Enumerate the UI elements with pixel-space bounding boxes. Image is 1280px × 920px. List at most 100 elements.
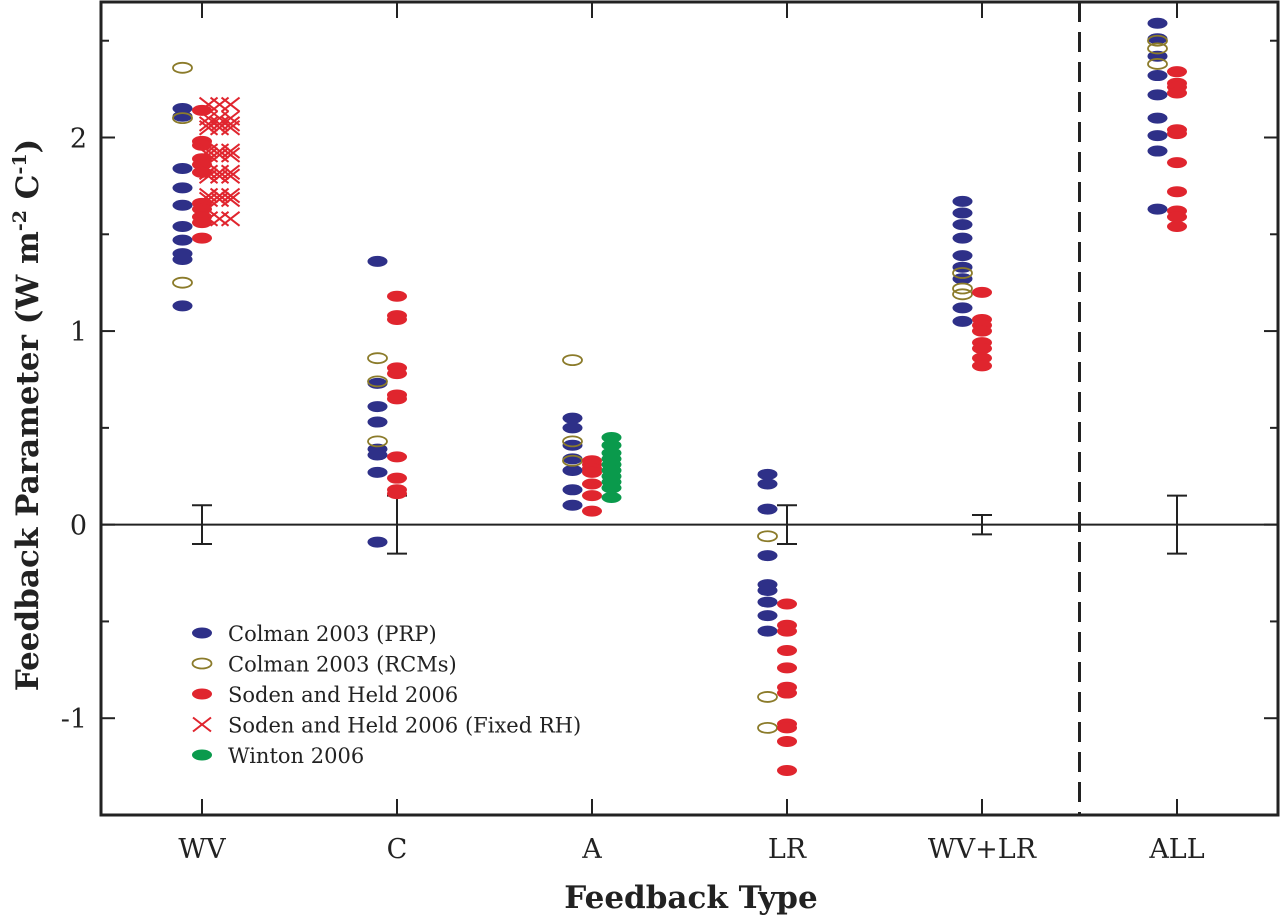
point-colman-2003-rcms xyxy=(757,691,778,703)
legend-soden-and-held-2006-fixed-rh-marker xyxy=(192,716,212,733)
cross-stroke xyxy=(220,168,241,185)
legend-winton-2006-label: Winton 2006 xyxy=(228,744,364,768)
point-colman-2003-prp xyxy=(172,221,193,233)
point-colman-2003-prp xyxy=(757,584,778,596)
point-soden-and-held-2006 xyxy=(387,451,407,463)
point-fixed-rh-band xyxy=(220,211,241,227)
point-colman-2003-prp xyxy=(952,207,973,219)
point-fixed-rh-band xyxy=(198,143,219,159)
point-colman-2003-prp xyxy=(562,464,583,476)
cross-stroke xyxy=(220,191,241,208)
plot-frame xyxy=(99,0,1280,817)
point-fixed-rh-band xyxy=(220,143,241,159)
point-soden-and-held-2006 xyxy=(972,360,992,372)
cross-stroke xyxy=(198,191,219,208)
point-colman-2003-prp xyxy=(172,300,193,312)
point-colman-2003-prp xyxy=(172,162,193,174)
cross-stroke xyxy=(198,164,219,181)
cross-stroke xyxy=(220,143,241,159)
point-fixed-rh-band xyxy=(198,116,219,132)
point-colman-2003-prp xyxy=(562,412,583,424)
point-colman-2003-rcms xyxy=(367,375,388,388)
point-fixed-rh-band xyxy=(198,187,219,204)
point-fixed-rh-band xyxy=(198,96,219,113)
point-colman-2003-prp xyxy=(952,219,973,231)
point-soden-and-held-2006 xyxy=(387,488,407,500)
point-soden-and-held-2006 xyxy=(777,735,797,747)
point-soden-and-held-2006 xyxy=(777,625,797,637)
point-soden-and-held-2006 xyxy=(582,466,602,478)
point-fixed-rh-band xyxy=(220,116,241,132)
point-colman-2003-prp xyxy=(1147,145,1168,157)
point-colman-2003-prp xyxy=(367,416,388,428)
legend-colman-2003-rcms-label: Colman 2003 (RCMs) xyxy=(228,653,457,677)
point-soden-and-held-2006 xyxy=(972,286,992,298)
point-colman-2003-prp xyxy=(367,255,388,267)
x-tick-label: A xyxy=(581,834,602,865)
point-fixed-rh-band xyxy=(198,191,219,208)
x-tick-label: WV+LR xyxy=(928,834,1037,865)
point-colman-2003-prp xyxy=(757,478,778,490)
cross-stroke xyxy=(198,120,219,136)
point-colman-2003-prp xyxy=(952,302,973,314)
point-soden-and-held-2006 xyxy=(387,472,407,484)
point-colman-2003-rcms xyxy=(1147,58,1168,70)
cross-stroke xyxy=(198,187,219,204)
point-soden-and-held-2006 xyxy=(972,342,992,354)
point-colman-2003-rcms xyxy=(562,354,583,367)
point-soden-and-held-2006 xyxy=(777,644,797,656)
point-fixed-rh-band xyxy=(198,147,219,163)
point-soden-and-held-2006 xyxy=(1167,66,1187,78)
y-tick-label: 2 xyxy=(70,124,87,155)
point-colman-2003-rcms xyxy=(952,282,973,295)
point-colman-2003-prp xyxy=(1147,112,1168,124)
point-fixed-rh-band xyxy=(220,120,241,136)
point-colman-2003-prp xyxy=(757,503,778,515)
point-soden-and-held-2006 xyxy=(582,490,602,502)
cross-stroke xyxy=(198,96,219,113)
y-tick-label: 1 xyxy=(70,317,87,348)
point-winton-2006 xyxy=(601,492,622,504)
point-colman-2003-rcms xyxy=(757,721,778,734)
legend-colman-2003-prp-label: Colman 2003 (PRP) xyxy=(228,622,437,646)
y-axis-title-end: ) xyxy=(10,139,46,154)
point-soden-and-held-2006 xyxy=(387,368,407,380)
point-colman-2003-rcms xyxy=(172,61,193,74)
point-colman-2003-prp xyxy=(1147,203,1168,215)
point-soden-and-held-2006 xyxy=(1167,87,1187,99)
point-colman-2003-prp xyxy=(172,234,193,246)
point-colman-2003-prp xyxy=(757,610,778,622)
point-colman-2003-rcms xyxy=(562,435,583,448)
cross-stroke xyxy=(220,96,241,113)
point-colman-2003-prp xyxy=(172,199,193,211)
x-tick-label: LR xyxy=(768,834,807,865)
point-soden-and-held-2006 xyxy=(972,352,992,364)
x-tick-label: ALL xyxy=(1148,834,1204,865)
point-colman-2003-rcms xyxy=(172,112,193,125)
point-colman-2003-prp xyxy=(562,499,583,511)
point-colman-2003-prp xyxy=(757,550,778,562)
point-soden-and-held-2006 xyxy=(387,313,407,325)
point-colman-2003-prp xyxy=(757,625,778,637)
point-colman-2003-prp xyxy=(367,401,388,413)
point-colman-2003-prp xyxy=(367,536,388,548)
point-fixed-rh-band xyxy=(198,211,219,227)
cross-stroke xyxy=(220,211,241,227)
point-fixed-rh-band xyxy=(198,164,219,181)
point-soden-and-held-2006 xyxy=(777,764,797,776)
point-soden-and-held-2006 xyxy=(582,478,602,490)
legend-colman-2003-prp-marker xyxy=(192,627,212,639)
cross-stroke xyxy=(198,143,219,159)
point-colman-2003-rcms xyxy=(367,352,388,365)
point-soden-and-held-2006 xyxy=(1167,128,1187,140)
point-colman-2003-rcms xyxy=(952,288,973,301)
point-colman-2003-prp xyxy=(562,439,583,451)
point-fixed-rh-band xyxy=(220,187,241,204)
x-axis-title: Feedback Type xyxy=(564,880,817,916)
cross-stroke xyxy=(220,164,241,181)
point-soden-and-held-2006 xyxy=(972,325,992,337)
point-colman-2003-rcms xyxy=(172,276,193,289)
legend: Colman 2003 (PRP) Colman 2003 (RCMs) Soden… xyxy=(191,622,581,768)
point-winton-2006 xyxy=(601,482,622,494)
